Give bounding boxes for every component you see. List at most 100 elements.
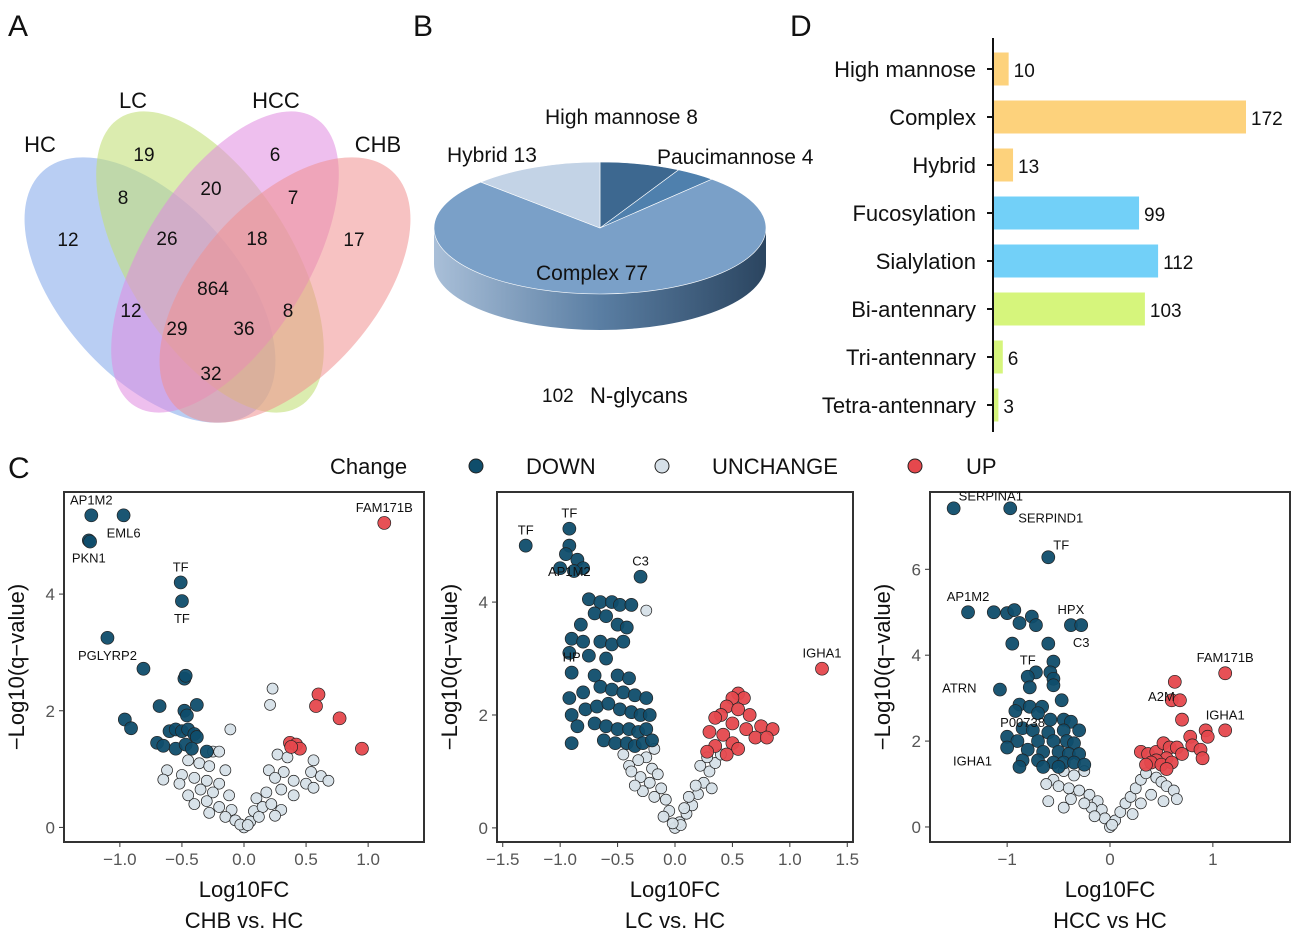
point-unchanged: [640, 604, 653, 617]
point-down: [136, 661, 151, 676]
point-down: [562, 521, 577, 536]
point-down: [189, 698, 204, 712]
point-up: [1200, 729, 1215, 744]
point-up: [739, 722, 754, 736]
panel-letter-c: C: [8, 452, 30, 485]
x-tick-label: 1.0: [356, 850, 380, 869]
bar-chart: High mannose 10 Complex 172 Hybrid 13 Fucosyla…: [822, 38, 1283, 432]
point-unchanged: [694, 759, 707, 772]
point-down: [152, 699, 167, 713]
point-down: [100, 630, 115, 645]
point-down: [199, 744, 214, 759]
bar: [994, 292, 1145, 326]
point-down: [1029, 618, 1043, 632]
y-tick-label: 4: [479, 593, 488, 612]
bar-value-label: 6: [1008, 349, 1019, 370]
legend-label-down: DOWN: [526, 454, 596, 479]
x-tick-label: −1.0: [543, 850, 577, 869]
point-down: [1041, 550, 1056, 565]
point-unchanged: [689, 779, 702, 792]
x-tick-label: 0.0: [232, 850, 256, 869]
point-unchanged: [275, 783, 288, 796]
point-unchanged: [213, 777, 226, 790]
volcano-plot: −1.5 −1.0 −0.5 0.0 0.5 1.0 1.5 0 2 4 Log10FC LC vs.…: [437, 491, 859, 933]
point-up: [284, 740, 299, 754]
point-label: C3: [1073, 635, 1090, 650]
point-down: [185, 741, 199, 756]
point-unchanged: [1040, 778, 1053, 790]
bar-value-label: 13: [1018, 157, 1039, 178]
legend-marker-unchange: [654, 458, 670, 474]
point-down: [608, 736, 623, 751]
point-unchanged: [219, 811, 232, 823]
point-down: [564, 736, 579, 751]
point-up: [355, 741, 369, 756]
venn-count: 19: [133, 145, 154, 166]
point-down: [642, 708, 657, 722]
point-unchanged: [682, 790, 695, 803]
point-down: [1072, 723, 1086, 738]
pie-label-complex: Complex 77: [536, 262, 648, 285]
point-down: [564, 631, 579, 646]
point-down: [590, 699, 604, 714]
point-label: A2M: [1148, 689, 1175, 704]
point-up: [716, 727, 731, 742]
point-down: [1046, 678, 1061, 693]
point-up: [700, 744, 715, 759]
point-up: [742, 708, 757, 722]
point-up: [1173, 693, 1187, 708]
point-unchanged: [322, 774, 335, 787]
point-unchanged: [1126, 808, 1139, 820]
venn-count: 864: [197, 279, 229, 300]
point-down: [1077, 757, 1092, 772]
point-up: [1218, 666, 1233, 681]
point-unchanged: [182, 789, 194, 802]
pie-total-label: N-glycans: [590, 383, 688, 408]
point-down: [1010, 734, 1025, 748]
point-unchanged: [1052, 780, 1065, 793]
point-unchanged: [277, 766, 290, 778]
point-down: [1054, 693, 1069, 708]
point-down: [1022, 680, 1037, 695]
point-unchanged: [632, 754, 645, 766]
point-down: [639, 722, 654, 736]
point-unchanged: [625, 765, 638, 778]
point-down: [178, 668, 193, 683]
x-tick-label: 0: [1105, 850, 1114, 869]
bar-category-label: Fucosylation: [852, 201, 976, 226]
point-unchanged: [194, 783, 207, 796]
point-label: TF: [518, 523, 534, 538]
point-unchanged: [266, 682, 279, 695]
point-label: IGHA1: [953, 753, 992, 768]
point-unchanged: [1078, 797, 1091, 810]
point-unchanged: [219, 764, 232, 777]
point-down: [627, 688, 642, 703]
point-label: FAM171B: [1197, 650, 1254, 665]
pie-label-high-mannose: High mannose 8: [545, 106, 698, 129]
point-unchanged: [705, 782, 718, 795]
x-axis-subtitle: HCC vs HC: [1053, 908, 1167, 933]
point-unchanged: [1088, 810, 1101, 823]
panel-letter-a: A: [8, 10, 28, 43]
legend-marker-up: [907, 458, 923, 474]
point-down: [582, 648, 596, 663]
point-down: [961, 605, 975, 620]
point-down: [1041, 636, 1056, 651]
point-up: [708, 710, 723, 725]
pie-slice-hybrid: [480, 161, 601, 229]
point-unchanged: [1124, 791, 1137, 803]
point-up: [1159, 762, 1174, 776]
point-label: AP1M2: [947, 589, 990, 604]
x-tick-label: 1.5: [835, 850, 859, 869]
point-label: HP: [563, 650, 581, 665]
venn-count: 7: [288, 188, 299, 209]
point-up: [760, 730, 774, 745]
point-unchanged: [213, 745, 226, 758]
point-unchanged: [260, 786, 273, 799]
bar-category-label: Sialylation: [876, 249, 976, 274]
point-down: [573, 617, 588, 632]
point-up: [1175, 712, 1189, 727]
volcano-plot: −1 0 1 0 2 4 6 Log10FC HCC vs HC −Log10(q−value) S…: [870, 488, 1291, 933]
x-tick-label: −1.5: [486, 850, 520, 869]
